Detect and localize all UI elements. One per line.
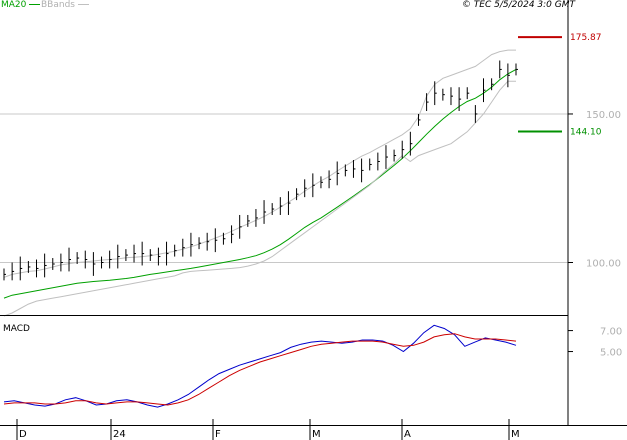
x-tick-label: A xyxy=(404,429,411,440)
legend-bbands-swatch xyxy=(77,4,89,5)
macd-y-tick-label: 5.00 xyxy=(600,348,622,359)
x-tick-label: M xyxy=(511,429,520,440)
legend-ma20-label: MA20 xyxy=(1,0,27,10)
price-bars xyxy=(3,60,518,281)
x-tick-label: F xyxy=(215,429,221,440)
resistance-label: 175.87 xyxy=(570,33,602,43)
legend-bbands: BBands xyxy=(41,0,89,10)
y-tick-label: 150.00 xyxy=(586,110,621,121)
bband-lower-line xyxy=(3,80,516,317)
bband-upper-line xyxy=(3,49,516,278)
y-tick-label: 100.00 xyxy=(586,259,621,270)
legend-bbands-label: BBands xyxy=(41,0,75,10)
legend-ma20: MA20 xyxy=(1,0,41,10)
x-tick-label: 24 xyxy=(113,429,126,440)
support-label: 144.10 xyxy=(570,127,602,137)
x-tick-label: M xyxy=(312,429,321,440)
source-timestamp: © TEC 5/5/2024 3:0 GMT xyxy=(461,0,575,10)
signal-line xyxy=(3,333,517,406)
legend-ma20-swatch xyxy=(29,4,41,5)
macd-line xyxy=(3,324,517,408)
macd-y-tick-label: 7.00 xyxy=(600,327,622,338)
ma20-line xyxy=(3,68,517,299)
x-tick-label: D xyxy=(19,429,27,440)
macd-panel: MACD xyxy=(3,324,517,408)
price-panel: 175.87 144.10 xyxy=(0,33,602,317)
macd-title: MACD xyxy=(3,324,30,334)
